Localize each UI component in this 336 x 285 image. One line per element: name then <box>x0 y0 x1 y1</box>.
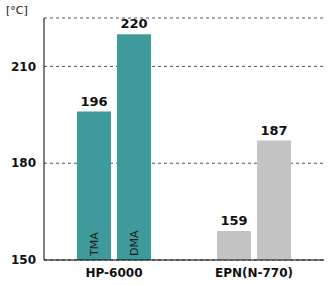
html-text:[°C]: [°C] <box>6 4 28 17</box>
svg-text:180: 180 <box>11 156 36 170</box>
svg-text:159: 159 <box>220 213 247 228</box>
svg-text:TMA: TMA <box>88 232 101 257</box>
svg-text:196: 196 <box>80 94 107 109</box>
svg-text:150: 150 <box>11 253 36 267</box>
svg-text:210: 210 <box>11 60 36 74</box>
svg-text:DMA: DMA <box>128 230 141 256</box>
svg-text:HP-6000: HP-6000 <box>85 266 142 280</box>
svg-text:EPN(N-770): EPN(N-770) <box>215 266 293 280</box>
svg-text:187: 187 <box>260 123 287 138</box>
svg-text:220: 220 <box>120 16 147 31</box>
